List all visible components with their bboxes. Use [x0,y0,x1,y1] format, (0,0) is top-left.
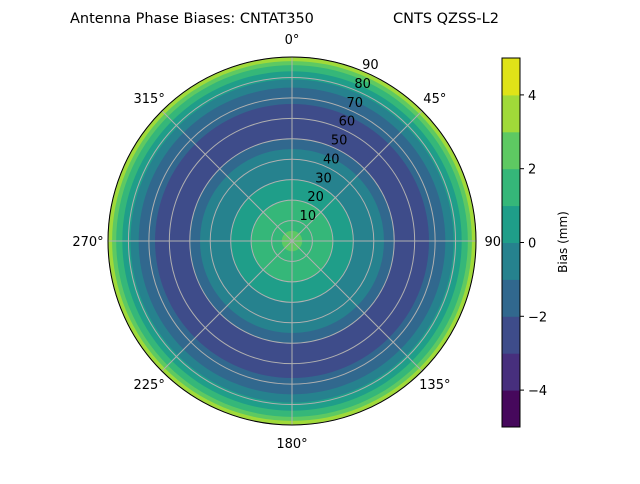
colorbar-segment [502,390,520,428]
angle-tick-label: 270° [72,235,103,250]
colorbar-segment [502,58,520,96]
radial-tick-label: 60 [339,115,356,130]
colorbar-tick-label: 4 [528,89,536,104]
colorbar-segment [502,279,520,317]
angular-gridline [291,110,423,242]
colorbar-segment [502,205,520,243]
radial-tick-label: 10 [300,209,317,224]
polar-grid [107,56,477,426]
radial-tick-labels: 10 20 30 40 50 60 70 80 90 [300,58,379,224]
colorbar-label: Bias (mm) [556,211,570,273]
angle-tick-label: 315° [134,92,165,107]
angle-tick-label: 0° [285,33,300,48]
colorbar-tick-label: 2 [528,163,536,178]
colorbar-segment [502,131,520,170]
colorbar-segment [502,316,520,354]
colorbar-segment [502,242,520,280]
colorbar-tick-label: −2 [528,310,547,325]
radial-tick-label: 40 [323,152,340,167]
angular-gridline [291,240,423,372]
radial-tick-label: 80 [354,77,371,92]
colorbar-tick-label: 0 [528,237,536,252]
colorbar-tick-label: −4 [528,384,547,399]
angular-gridline [161,110,293,242]
angle-tick-label: 180° [276,437,307,452]
colorbar-segment [502,353,520,391]
polar-frame [107,56,477,426]
angle-tick-label: 45° [423,92,446,107]
radial-tick-label: 50 [331,134,348,149]
radial-tick-label: 20 [307,190,324,205]
colorbar: −4 −2 0 2 4 [501,57,547,428]
chart-title-right: CNTS QZSS-L2 [393,11,499,27]
angle-tick-label: 225° [134,378,165,393]
angle-tick-label: 135° [419,378,450,393]
radial-tick-label: 70 [346,96,363,111]
angular-gridline [161,240,293,372]
radial-tick-label: 30 [315,171,332,186]
colorbar-segment [502,94,520,133]
colorbar-segment [502,168,520,207]
radial-tick-label: 90 [362,58,379,73]
chart-title-left: Antenna Phase Biases: CNTAT350 [70,11,314,27]
